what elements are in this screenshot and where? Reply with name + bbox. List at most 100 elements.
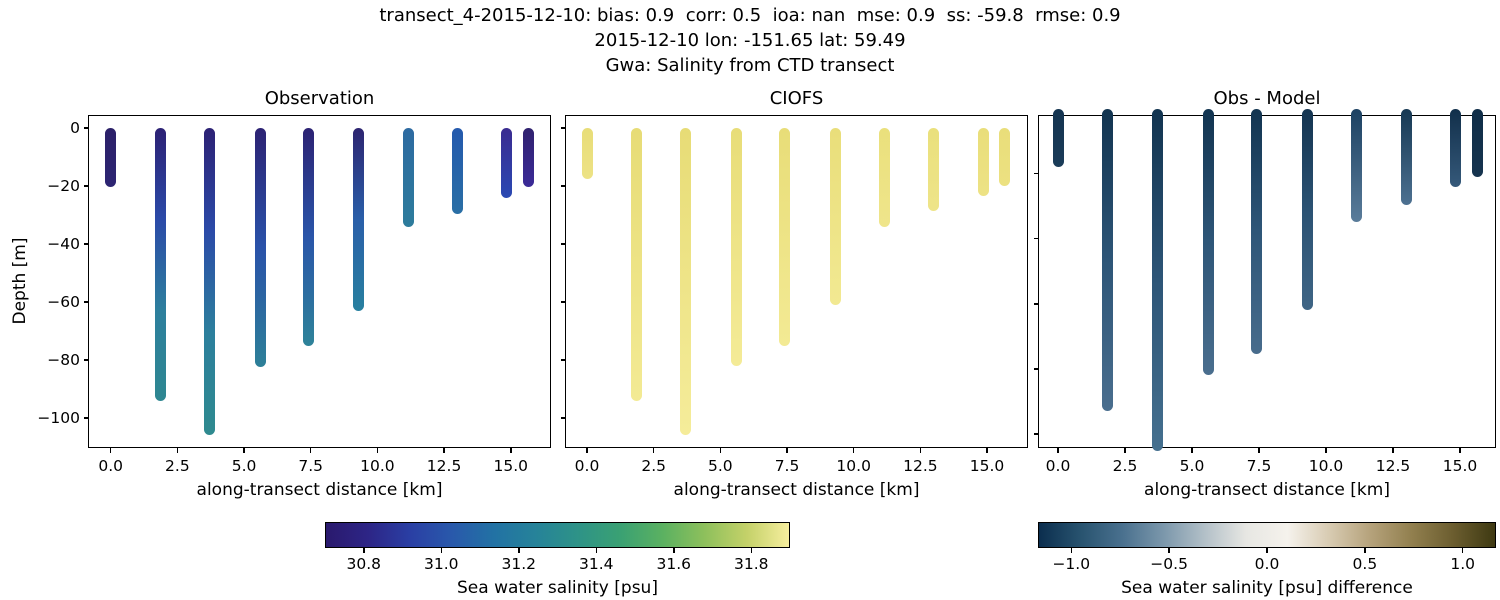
x-tick-label: 12.5 [1375,457,1411,475]
x-tick-label: 5.0 [708,457,733,475]
y-tick [83,301,88,303]
colorbar-tick-label: −0.5 [1150,555,1188,573]
cast-bar [203,128,215,436]
x-tick [1191,448,1193,453]
colorbar [325,522,790,548]
cast-bar [730,128,742,366]
panel-title: Observation [264,88,375,109]
y-tick-label: −100 [37,409,80,427]
cast-bar [829,128,841,305]
x-tick [786,448,788,453]
x-axis-label: along-transect distance [km] [673,480,920,500]
colorbar-tick-label: 0.0 [1254,555,1280,573]
x-tick-label: 0.0 [574,457,600,475]
colorbar-tick [1070,548,1073,553]
x-axis-label: along-transect distance [km] [196,480,443,500]
cast-bar [1151,108,1163,451]
y-tick-label: −60 [47,293,80,311]
y-tick [83,185,88,187]
colorbar-tick [1168,548,1170,553]
x-tick-label: 10.0 [360,457,395,475]
x-tick-label: 12.5 [903,457,938,475]
x-tick [510,448,512,453]
x-tick-label: 7.5 [298,457,324,475]
cast-bar [1102,108,1114,412]
colorbar-tick-label: 0.5 [1352,555,1378,573]
colorbar-tick-label: −1.0 [1052,555,1091,573]
colorbar-tick-label: 31.2 [501,555,536,573]
cast-bar [581,128,593,179]
y-axis-label: Depth [m] [10,237,30,325]
x-tick-label: 2.5 [1112,457,1138,475]
x-tick [919,448,922,453]
x-tick-label: 10.0 [1308,457,1344,475]
colorbar-tick [595,548,597,553]
y-tick [560,127,565,129]
colorbar-tick-label: 31.0 [423,555,459,573]
x-tick [1392,448,1394,453]
x-tick-label: 15.0 [493,457,528,475]
colorbar-tick [1364,548,1366,553]
x-tick-label: 15.0 [1442,457,1478,475]
y-tick [83,243,88,245]
y-tick [560,185,565,187]
colorbar-tick-label: 31.8 [733,555,769,573]
colorbar-tick [1266,548,1268,553]
x-tick [243,448,245,453]
cast-bar [998,128,1010,186]
cast-bar [630,128,642,401]
cast-bar [1052,108,1064,168]
x-tick-label: 10.0 [836,457,871,475]
cast-bar [1450,108,1462,187]
y-tick [560,301,565,303]
x-tick-label: 0.0 [98,457,124,475]
y-tick-label: 0 [70,119,80,137]
figure-title-line1: transect_4-2015-12-10: bias: 0.9 corr: 0… [379,5,1121,26]
figure-title-line2: 2015-12-10 lon: -151.65 lat: 59.49 [594,30,906,51]
panel-title: Obs - Model [1213,88,1321,109]
x-tick [443,448,445,453]
x-tick-label: 7.5 [774,457,800,475]
cast-bar [402,128,414,227]
colorbar-label: Sea water salinity [psu] difference [1121,578,1413,598]
cast-bar [977,128,989,197]
y-tick-label: −80 [47,351,80,369]
x-tick [719,448,722,453]
panel-title: CIOFS [769,88,824,109]
colorbar-tick [1461,548,1464,553]
cast-bar [680,128,692,436]
x-tick [309,448,312,453]
x-tick [1124,448,1126,453]
cast-bar [105,128,117,188]
x-tick [1258,448,1260,453]
cast-bar [353,128,365,311]
cast-bar [154,128,166,401]
cast-bar [928,128,940,211]
colorbar-tick [440,548,442,553]
x-tick [1459,448,1461,453]
colorbar-tick [673,548,675,553]
x-tick-label: 2.5 [165,457,190,475]
colorbar-tick-label: 30.8 [346,555,381,573]
y-tick [83,127,88,129]
cast-bar [1250,108,1262,355]
x-tick [852,448,855,453]
plot-area [565,115,1028,448]
y-tick [83,359,88,361]
y-tick-label: −40 [47,235,80,253]
colorbar-label: Sea water salinity [psu] [457,578,658,598]
colorbar-tick [750,548,752,553]
x-tick [176,448,179,453]
y-tick [83,417,88,419]
cast-bar [522,128,534,188]
y-tick [1033,172,1038,175]
x-tick [986,448,988,453]
cast-bar [302,128,314,346]
colorbar [1038,522,1496,548]
x-tick-label: 7.5 [1246,457,1272,475]
cast-bar [254,128,266,368]
colorbar-tick-label: 31.4 [578,555,614,573]
y-tick-label: −20 [47,177,80,195]
x-tick [109,448,112,453]
